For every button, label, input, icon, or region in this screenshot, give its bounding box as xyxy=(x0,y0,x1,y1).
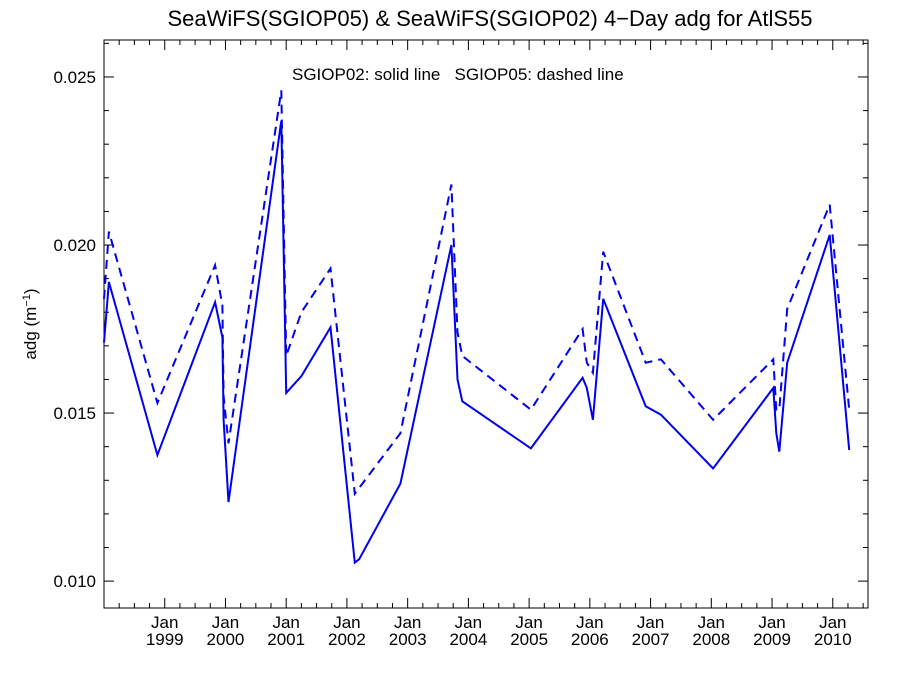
series-line-solid xyxy=(103,120,851,565)
x-tick-label-month: Jan xyxy=(515,613,542,632)
x-tick-label-year: 2007 xyxy=(632,630,670,649)
y-axis-label-superscript: −1 xyxy=(21,294,33,307)
y-tick-label: 0.015 xyxy=(53,404,96,423)
x-tick-label-month: Jan xyxy=(151,613,178,632)
x-tick-label-month: Jan xyxy=(272,613,299,632)
x-tick-label-year: 2005 xyxy=(510,630,548,649)
y-tick-label: 0.020 xyxy=(53,236,96,255)
x-tick-label-year: 2000 xyxy=(207,630,245,649)
x-tick-label-month: Jan xyxy=(212,613,239,632)
x-tick-label-year: 2003 xyxy=(389,630,427,649)
series-line-dashed xyxy=(103,90,851,497)
x-tick-label-year: 2002 xyxy=(328,630,366,649)
x-tick-label-month: Jan xyxy=(698,613,725,632)
x-tick-label-month: Jan xyxy=(758,613,785,632)
x-tick-label-year: 2009 xyxy=(753,630,791,649)
x-axis: Jan1999Jan2000Jan2001Jan2002Jan2003Jan20… xyxy=(118,40,864,649)
y-axis: 0.010 0.015 0.020 0.025 xyxy=(53,42,868,591)
series-group xyxy=(103,90,851,565)
plot-frame xyxy=(103,39,869,609)
x-tick-label-month: Jan xyxy=(333,613,360,632)
x-tick-label-month: Jan xyxy=(637,613,664,632)
x-tick-label-month: Jan xyxy=(394,613,421,632)
x-tick-label-year: 2010 xyxy=(814,630,852,649)
chart-title: SeaWiFS(SGIOP05) & SeaWiFS(SGIOP02) 4−Da… xyxy=(168,6,813,31)
x-tick-label-month: Jan xyxy=(455,613,482,632)
y-axis-label: adg (m−1) xyxy=(21,288,40,359)
y-tick-label: 0.010 xyxy=(53,572,96,591)
y-axis-label-main: adg (m xyxy=(21,307,40,360)
x-tick-label-year: 2008 xyxy=(692,630,730,649)
x-tick-label-year: 2004 xyxy=(449,630,487,649)
x-tick-label-year: 1999 xyxy=(146,630,184,649)
y-axis-label-end: ) xyxy=(21,288,40,294)
x-tick-label-month: Jan xyxy=(576,613,603,632)
x-tick-label-year: 2006 xyxy=(571,630,609,649)
x-tick-label-month: Jan xyxy=(819,613,846,632)
y-tick-label: 0.025 xyxy=(53,68,96,87)
x-tick-label-year: 2001 xyxy=(267,630,305,649)
legend-annotation: SGIOP02: solid line SGIOP05: dashed line xyxy=(292,65,624,84)
